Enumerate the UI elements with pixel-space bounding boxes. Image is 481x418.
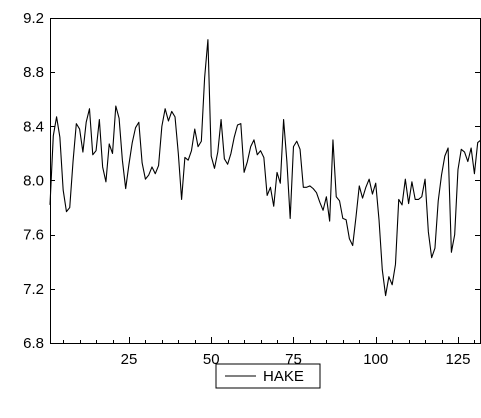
y-tick-label: 7.6 [23, 227, 44, 244]
x-tick-label: 50 [203, 351, 220, 368]
legend-label-hake: HAKE [263, 368, 304, 385]
y-tick-label: 8.4 [23, 118, 44, 135]
x-tick-label: 100 [363, 351, 388, 368]
y-tick-label: 7.2 [23, 281, 44, 298]
x-tick-label: 25 [121, 351, 138, 368]
series-line-hake [49, 39, 481, 297]
series-layer [49, 39, 481, 297]
y-tick-label: 6.8 [23, 335, 44, 352]
y-tick-label: 8.8 [23, 64, 44, 81]
y-tick-label: 8.0 [23, 173, 44, 190]
x-tick-label: 125 [445, 351, 470, 368]
axes: 6.87.27.68.08.48.89.225 50 75 100 125 [23, 10, 481, 368]
y-tick-label: 9.2 [23, 10, 44, 27]
legend: HAKE [215, 363, 321, 389]
